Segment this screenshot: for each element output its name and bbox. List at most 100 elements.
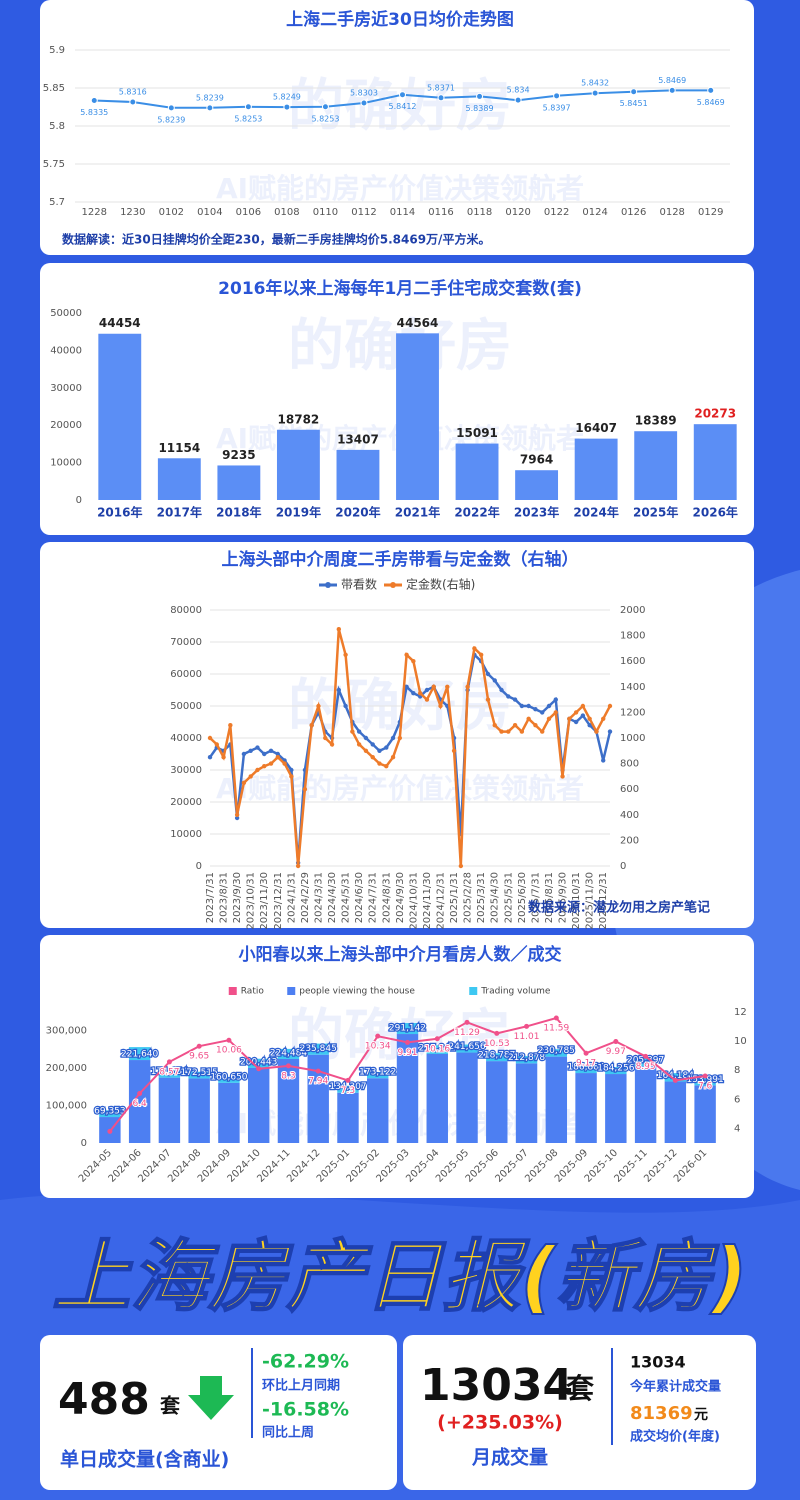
value-label: 11154 [158, 441, 200, 455]
point [519, 729, 525, 734]
x-tick-label: 2019年 [276, 505, 321, 520]
x-tick-label: 0110 [313, 207, 338, 218]
bar [426, 1045, 448, 1054]
point [672, 1077, 678, 1083]
x-tick-label: 2016年 [97, 505, 142, 520]
value-label: 172,515 [181, 1068, 218, 1078]
point [512, 697, 518, 702]
x-tick-label: 2025/9/30 [558, 872, 569, 923]
x-tick-label: 2017年 [157, 505, 202, 520]
x-tick-label: 0118 [467, 207, 492, 218]
point [275, 755, 280, 760]
point [397, 735, 403, 741]
point [434, 1036, 440, 1042]
x-tick-label: 2022年 [454, 505, 499, 520]
tick-label: 200,000 [46, 1063, 87, 1074]
value-label: 291,142 [389, 1024, 426, 1034]
point [485, 697, 491, 702]
caption: 单日成交量(含商业) [60, 1448, 229, 1471]
bar [634, 431, 678, 500]
point [363, 735, 369, 741]
mom-label: 环比上月同期 [262, 1378, 340, 1394]
point [234, 812, 240, 817]
point [375, 1033, 381, 1039]
unit: 套 [566, 1372, 595, 1405]
point [321, 103, 329, 111]
value-label: 5.8389 [466, 104, 494, 113]
tick-label: 5.8 [49, 121, 65, 132]
point [343, 652, 348, 657]
point [167, 104, 175, 112]
value-label: 10.16 [424, 1044, 450, 1054]
bar [247, 1067, 270, 1143]
point [256, 1066, 262, 1072]
value-label: 134,307 [329, 1082, 366, 1092]
point [248, 774, 253, 779]
point [607, 703, 613, 709]
x-tick-label: 0124 [582, 207, 607, 218]
value-label: 5.8469 [697, 98, 725, 107]
point [472, 646, 477, 651]
bar [575, 1073, 597, 1143]
monthly-value: 13034 [420, 1360, 573, 1411]
point [356, 742, 362, 747]
bar [634, 1057, 657, 1067]
point [241, 780, 247, 785]
x-tick-label: 2024/4/30 [327, 872, 338, 923]
point [384, 763, 389, 769]
tick-label: 40000 [50, 345, 82, 356]
point [285, 1063, 291, 1069]
value-label: 235,845 [300, 1044, 337, 1054]
point [601, 758, 606, 763]
x-tick-label: 0114 [390, 207, 415, 218]
bar [367, 1071, 389, 1079]
bar [545, 1056, 568, 1143]
tick-label: 30000 [50, 383, 82, 394]
value-label: 9.17 [576, 1059, 596, 1069]
chart-title: 上海二手房近30日均价走势图 [286, 9, 514, 30]
point [384, 745, 389, 750]
point [283, 103, 291, 111]
x-tick-label: 2024年 [573, 505, 618, 520]
x-tick-label: 2024/6/30 [354, 872, 365, 923]
point [316, 703, 321, 709]
point [485, 671, 491, 677]
point [309, 723, 314, 728]
bar [337, 1092, 359, 1143]
bar [218, 1076, 240, 1083]
bar [336, 449, 380, 500]
x-tick-label: 2025/1/31 [449, 872, 460, 923]
tick-label: 600 [620, 784, 639, 795]
value-label: 5.8249 [273, 93, 301, 102]
value-label: 11.29 [454, 1028, 480, 1038]
x-tick-label: 2020年 [335, 505, 380, 520]
bar [128, 1047, 151, 1061]
point [336, 687, 342, 693]
bar [276, 429, 320, 500]
point [107, 1128, 113, 1134]
x-tick-label: 2024/5/31 [341, 872, 352, 923]
value-label: 18782 [278, 412, 320, 426]
annotation: 数据解读：近30日挂牌均价全距230，最新二手房挂牌均价5.8469万/平方米。 [62, 232, 490, 247]
point [336, 627, 342, 632]
point [345, 1077, 351, 1083]
value-label: 69,353 [94, 1107, 126, 1117]
bar [98, 333, 142, 500]
value-label: 237,841 [419, 1043, 456, 1053]
bar [277, 1048, 300, 1059]
value-label: 7.3 [341, 1086, 355, 1096]
daily-value: 488 [58, 1374, 150, 1425]
point [377, 761, 382, 766]
bar [307, 1043, 329, 1055]
tick-label: 800 [620, 759, 639, 770]
bar [486, 1061, 508, 1143]
tick-label: 2000 [620, 605, 645, 616]
bar [486, 1053, 508, 1062]
tick-label: 1000 [620, 733, 645, 744]
value-label: 174,654 [151, 1067, 188, 1077]
x-tick-label: 2023/10/31 [246, 872, 257, 930]
point [323, 735, 328, 741]
tick-label: 0 [76, 495, 82, 506]
value-label: 5.8335 [80, 108, 108, 117]
point [275, 751, 280, 757]
